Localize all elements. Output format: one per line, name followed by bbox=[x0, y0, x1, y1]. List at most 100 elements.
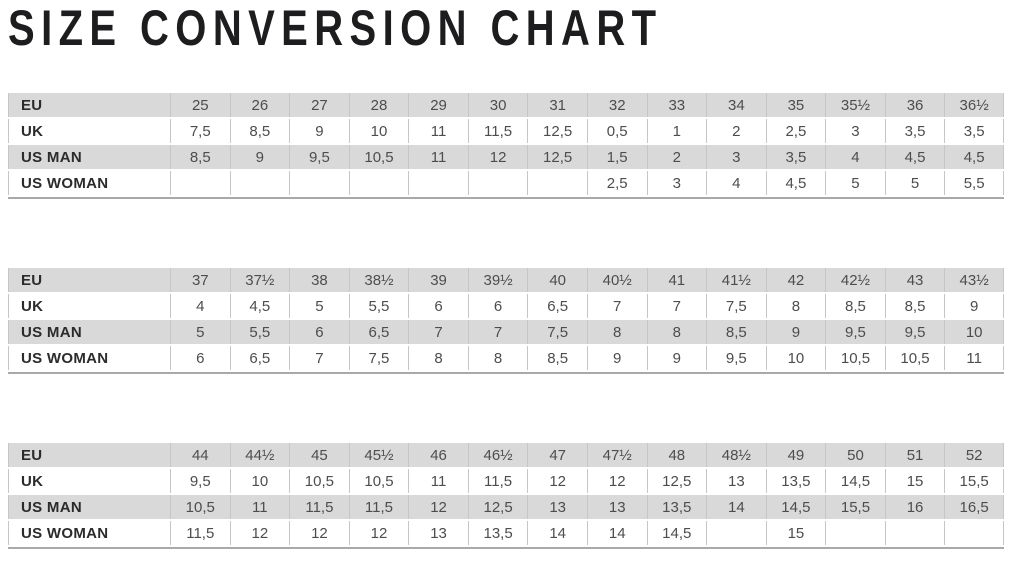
size-cell: 14,5 bbox=[765, 495, 826, 519]
size-cell bbox=[229, 171, 290, 195]
size-cell: 7 bbox=[408, 320, 468, 344]
size-cell: 8 bbox=[586, 320, 647, 344]
size-cell: 3 bbox=[646, 171, 707, 195]
size-cell: 42½ bbox=[825, 268, 885, 292]
size-cell bbox=[884, 521, 945, 545]
size-cell: 45 bbox=[289, 443, 349, 467]
size-cell: 44½ bbox=[229, 443, 290, 467]
size-cell bbox=[289, 171, 349, 195]
size-cell: 27 bbox=[289, 93, 349, 117]
size-cell: 7,5 bbox=[170, 119, 230, 143]
size-cell: 7,5 bbox=[706, 294, 766, 318]
table-row: EU 25 26 27 28 29 30 31 32 33 34 35 35½ 36 36½ bbox=[8, 93, 1004, 117]
size-cell: 12,5 bbox=[527, 145, 587, 169]
size-cell: 39½ bbox=[467, 268, 528, 292]
size-cell: 6,5 bbox=[229, 346, 290, 370]
size-cell: 4 bbox=[706, 171, 766, 195]
size-cell: 4,5 bbox=[765, 171, 826, 195]
size-cell: 5,5 bbox=[348, 294, 409, 318]
size-cell: 10 bbox=[348, 119, 409, 143]
size-cell: 28 bbox=[348, 93, 409, 117]
size-cell: 38½ bbox=[348, 268, 409, 292]
size-conversion-table-37-43half: EU 37 37½ 38 38½ 39 39½ 40 40½ 41 41½ 42 42½ 43 43½ UK 4… bbox=[8, 266, 1004, 374]
row-label: US WOMAN bbox=[8, 171, 170, 195]
size-cell: 13 bbox=[408, 521, 468, 545]
size-cell: 15 bbox=[765, 521, 826, 545]
table-row: UK 4 4,5 5 5,5 6 6 6,5 7 7 7,5 8 8,5 8,5 9 bbox=[8, 294, 1004, 318]
size-cell: 13,5 bbox=[646, 495, 707, 519]
size-cell: 36 bbox=[884, 93, 945, 117]
size-cell bbox=[467, 171, 528, 195]
size-cell: 8 bbox=[467, 346, 528, 370]
size-cell: 5 bbox=[825, 171, 885, 195]
size-cell: 41½ bbox=[706, 268, 766, 292]
size-cell: 6 bbox=[170, 346, 230, 370]
size-cell: 10,5 bbox=[884, 346, 945, 370]
size-cell: 8,5 bbox=[706, 320, 766, 344]
size-cell: 2,5 bbox=[765, 119, 826, 143]
size-cell: 7,5 bbox=[527, 320, 587, 344]
size-cell: 44 bbox=[170, 443, 230, 467]
size-cell: 15,5 bbox=[825, 495, 885, 519]
size-cell: 6 bbox=[467, 294, 528, 318]
size-cell: 50 bbox=[825, 443, 885, 467]
size-conversion-table-25-36half: EU 25 26 27 28 29 30 31 32 33 34 35 35½ 36 36½ UK 7,5 8,5… bbox=[8, 91, 1004, 199]
table-row: UK 9,5 10 10,5 10,5 11 11,5 12 12 12,5 13 13,5 14,5 1… bbox=[8, 469, 1004, 493]
size-cell: 10,5 bbox=[170, 495, 230, 519]
size-cell: 12 bbox=[229, 521, 290, 545]
size-cell: 3,5 bbox=[884, 119, 945, 143]
size-cell: 7 bbox=[586, 294, 647, 318]
size-cell: 6,5 bbox=[348, 320, 409, 344]
table-row: US MAN 5 5,5 6 6,5 7 7 7,5 8 8 8,5 9 9,5 9,5 10 bbox=[8, 320, 1004, 344]
size-cell: 12 bbox=[467, 145, 528, 169]
size-cell: 9,5 bbox=[289, 145, 349, 169]
size-cell: 47 bbox=[527, 443, 587, 467]
size-cell: 7 bbox=[467, 320, 528, 344]
size-cell: 11 bbox=[408, 145, 468, 169]
size-cell: 10,5 bbox=[289, 469, 349, 493]
size-cell: 11,5 bbox=[170, 521, 230, 545]
size-cell: 11 bbox=[944, 346, 1004, 370]
size-cell: 48½ bbox=[706, 443, 766, 467]
size-cell: 1 bbox=[646, 119, 707, 143]
size-cell: 14 bbox=[527, 521, 587, 545]
size-cell: 3,5 bbox=[944, 119, 1004, 143]
size-cell: 9 bbox=[289, 119, 349, 143]
size-cell: 33 bbox=[646, 93, 707, 117]
size-cell: 46 bbox=[408, 443, 468, 467]
row-label: UK bbox=[8, 119, 170, 143]
size-cell: 14 bbox=[706, 495, 766, 519]
size-cell: 36½ bbox=[944, 93, 1004, 117]
size-cell: 5,5 bbox=[944, 171, 1004, 195]
size-cell: 8,5 bbox=[825, 294, 885, 318]
size-cell: 14,5 bbox=[646, 521, 707, 545]
size-cell: 9 bbox=[765, 320, 826, 344]
size-cell: 8 bbox=[408, 346, 468, 370]
size-cell: 6 bbox=[408, 294, 468, 318]
size-conversion-table-44-52: EU 44 44½ 45 45½ 46 46½ 47 47½ 48 48½ 49 50 51 52 UK 9,5… bbox=[8, 441, 1004, 549]
size-cell: 12,5 bbox=[646, 469, 707, 493]
table-row: US MAN 8,5 9 9,5 10,5 11 12 12,5 1,5 2 3 3,5 4 4,5 4,5 bbox=[8, 145, 1004, 169]
size-cell: 52 bbox=[944, 443, 1004, 467]
size-cell bbox=[348, 171, 409, 195]
size-cell: 43 bbox=[884, 268, 945, 292]
size-cell: 9,5 bbox=[884, 320, 945, 344]
size-cell: 2 bbox=[646, 145, 707, 169]
size-cell: 35 bbox=[765, 93, 826, 117]
size-cell: 3 bbox=[825, 119, 885, 143]
size-cell: 38 bbox=[289, 268, 349, 292]
size-cell: 42 bbox=[765, 268, 826, 292]
size-cell: 10,5 bbox=[348, 469, 409, 493]
row-label: EU bbox=[8, 93, 170, 117]
size-cell: 8,5 bbox=[170, 145, 230, 169]
size-cell: 4,5 bbox=[884, 145, 945, 169]
size-cell: 8 bbox=[765, 294, 826, 318]
row-label: EU bbox=[8, 268, 170, 292]
row-label: US WOMAN bbox=[8, 521, 170, 545]
size-cell: 13 bbox=[527, 495, 587, 519]
size-cell: 12 bbox=[527, 469, 587, 493]
row-label: US WOMAN bbox=[8, 346, 170, 370]
size-cell: 9 bbox=[944, 294, 1004, 318]
size-cell: 12,5 bbox=[467, 495, 528, 519]
size-cell: 34 bbox=[706, 93, 766, 117]
